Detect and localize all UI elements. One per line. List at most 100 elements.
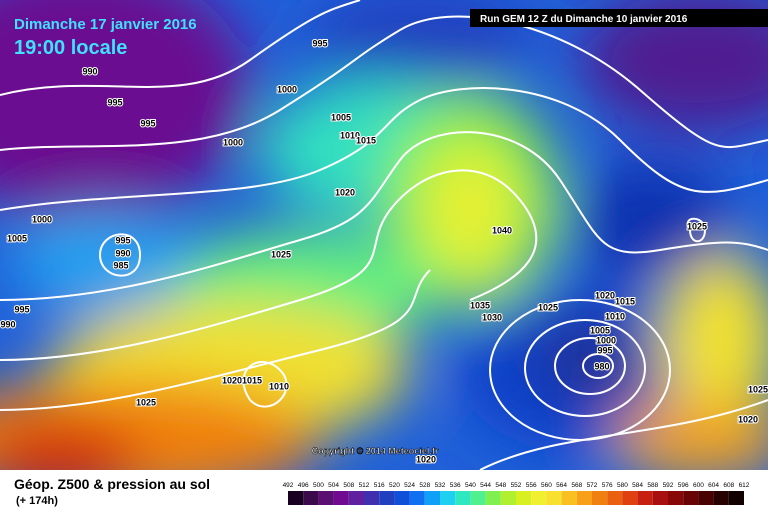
colorbar-label: 508: [343, 482, 354, 489]
colorbar-swatch: [440, 491, 456, 505]
colorbar-swatch: [622, 491, 638, 505]
isobar-label: 995: [140, 118, 155, 128]
colorbar-label: 600: [693, 482, 704, 489]
colorbar-swatch: [698, 491, 714, 505]
colorbar-swatch: [409, 491, 425, 505]
colorbar-swatch: [379, 491, 395, 505]
colorbar-label: 560: [541, 482, 552, 489]
colorbar-swatch: [683, 491, 699, 505]
colorbar-swatch: [485, 491, 501, 505]
isobar-label: 1025: [271, 249, 291, 259]
isobar-label: 990: [115, 248, 130, 258]
colorbar-swatch: [288, 491, 304, 505]
colorbar-label: 516: [374, 482, 385, 489]
isobar-label: 1025: [136, 397, 156, 407]
isobar-label: 995: [107, 97, 122, 107]
colorbar-label: 492: [283, 482, 294, 489]
colorbar-swatch: [531, 491, 547, 505]
colorbar-label: 564: [556, 482, 567, 489]
colorbar-label: 512: [359, 482, 370, 489]
colorbar-label: 556: [526, 482, 537, 489]
colorbar-swatch: [500, 491, 516, 505]
colorbar-label: 540: [465, 482, 476, 489]
colorbar-swatch: [728, 491, 744, 505]
colorbar-label: 504: [328, 482, 339, 489]
date-label: Dimanche 17 janvier 2016: [14, 16, 197, 33]
isobar-label: 995: [115, 235, 130, 245]
isobar-label: 1020: [222, 375, 242, 385]
run-label: Run GEM 12 Z du Dimanche 10 janvier 2016: [480, 14, 688, 25]
colorbar: 492 496 500 504 508 512 516 520 524 528 532 536 540 5…: [283, 482, 750, 505]
colorbar-swatch: [333, 491, 349, 505]
colorbar-label: 612: [739, 482, 750, 489]
run-box: [470, 9, 768, 27]
isobar-label: 1000: [596, 335, 616, 345]
colorbar-swatch: [592, 491, 608, 505]
isobar-label: 1000: [32, 214, 52, 224]
colorbar-swatch: [364, 491, 380, 505]
colorbar-swatch: [561, 491, 577, 505]
isobars: [0, 0, 768, 470]
colorbar-label: 548: [495, 482, 506, 489]
isobar-label: 980: [594, 361, 609, 371]
colorbar-label: 528: [419, 482, 430, 489]
isobar-label: 985: [113, 260, 128, 270]
isobar-label: 1015: [242, 375, 262, 385]
colorbar-label: 608: [723, 482, 734, 489]
isobar-label: 1015: [615, 296, 635, 306]
colorbar-label: 588: [647, 482, 658, 489]
isobar-label: 1010: [269, 381, 289, 391]
colorbar-label: 568: [571, 482, 582, 489]
colorbar-swatch: [713, 491, 729, 505]
colorbar-swatch: [455, 491, 471, 505]
colorbar-label: 544: [480, 482, 491, 489]
isobar-label: 995: [597, 345, 612, 355]
colorbar-label: 580: [617, 482, 628, 489]
colorbar-label: 536: [450, 482, 461, 489]
isobar-label: 1000: [277, 84, 297, 94]
colorbar-label: 532: [435, 482, 446, 489]
colorbar-label: 572: [587, 482, 598, 489]
isobar-label: 990: [0, 319, 15, 329]
isobar-label: 1030: [482, 312, 502, 322]
colorbar-label: 604: [708, 482, 719, 489]
colorbar-label: 496: [298, 482, 309, 489]
colorbar-swatch: [424, 491, 440, 505]
isobar-label: 1040: [492, 225, 512, 235]
map-field: 9959909951000995100510101015100010201000…: [0, 0, 768, 470]
isobar-label: 1010: [340, 130, 360, 140]
isobar-label: 1015: [356, 135, 376, 145]
colorbar-label: 500: [313, 482, 324, 489]
colorbar-swatch: [652, 491, 668, 505]
colorbar-label: 524: [404, 482, 415, 489]
colorbar-label: 576: [602, 482, 613, 489]
colorbar-swatch: [303, 491, 319, 505]
copyright: Copyright © 2014 Meteociel.fr: [312, 446, 439, 456]
isobar-label: 1005: [590, 325, 610, 335]
colorbar-label: 596: [678, 482, 689, 489]
colorbar-label: 584: [632, 482, 643, 489]
isobar-label: 1020: [595, 290, 615, 300]
isobar-labels: 9959909951000995100510101015100010201000…: [0, 37, 768, 465]
isobar-label: 1020: [416, 454, 436, 464]
colorbar-swatch: [470, 491, 486, 505]
footer-title: Géop. Z500 & pression au sol: [14, 476, 210, 492]
isobar-label: 990: [82, 66, 97, 76]
isobar-label: 1035: [470, 300, 490, 310]
isobar-label: 1005: [7, 233, 27, 243]
colorbar-swatch: [546, 491, 562, 505]
isobar-label: 1000: [223, 137, 243, 147]
colorbar-swatch: [318, 491, 334, 505]
colorbar-label: 552: [511, 482, 522, 489]
isobar-label: 1010: [605, 311, 625, 321]
colorbar-label: 592: [663, 482, 674, 489]
isobar-label: 1025: [748, 384, 768, 394]
colorbar-swatch: [668, 491, 684, 505]
colorbar-swatch: [516, 491, 532, 505]
colorbar-label: 520: [389, 482, 400, 489]
isobar-label: 1020: [738, 414, 758, 424]
isobar-label: 995: [14, 304, 29, 314]
colorbar-swatch: [637, 491, 653, 505]
colorbar-swatch: [348, 491, 364, 505]
